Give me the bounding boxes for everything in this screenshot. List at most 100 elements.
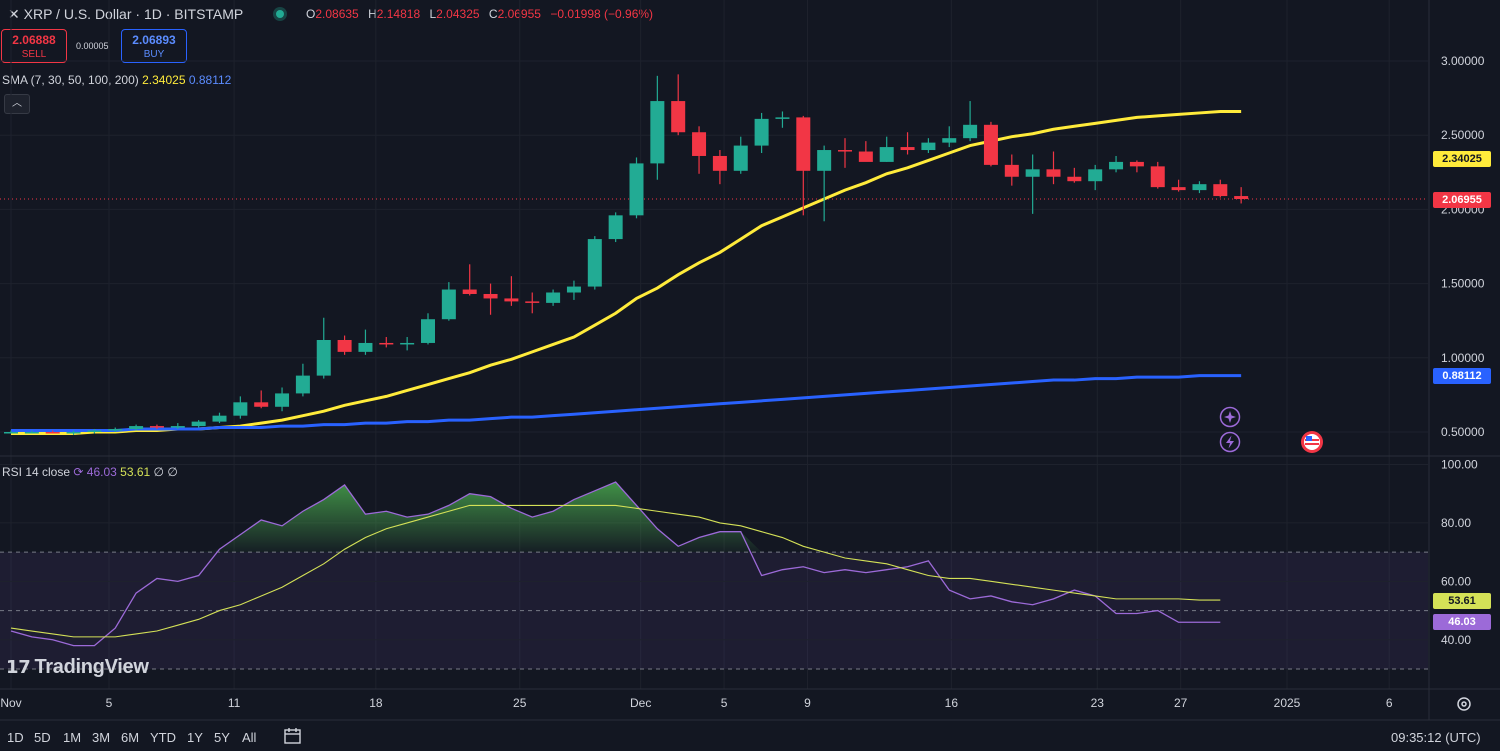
candle-body xyxy=(796,117,811,171)
event-marker-2[interactable] xyxy=(1219,431,1241,458)
timeframe-button-1m[interactable]: 1M xyxy=(63,730,82,745)
ohlc-change: −0.01998 (−0.96%) xyxy=(550,7,654,21)
candle-body xyxy=(275,393,290,407)
ohlc-low-key: L xyxy=(429,7,437,21)
candle-body xyxy=(483,293,498,299)
time-tick-label: 27 xyxy=(1174,696,1188,710)
candle-body xyxy=(108,429,123,431)
ohlc-close-key: C xyxy=(488,7,498,21)
candle-body xyxy=(1192,184,1207,191)
timeframe-button-ytd[interactable]: YTD xyxy=(150,730,176,745)
rsi-legend[interactable]: RSI 14 close ⟳ 46.03 53.61 ∅ ∅ xyxy=(2,465,178,479)
refresh-icon: ⟳ xyxy=(73,465,84,479)
candle-body xyxy=(1067,176,1082,182)
sma-legend[interactable]: SMA (7, 30, 50, 100, 200) 2.34025 0.8811… xyxy=(2,73,231,87)
sell-button[interactable]: 2.06888 SELL xyxy=(1,29,67,63)
last-price-tag: 2.06955 xyxy=(1433,192,1491,208)
candle-body xyxy=(462,289,477,294)
candle-body xyxy=(754,118,769,146)
candle-body xyxy=(441,289,456,320)
ohlc-readout: O2.08635 H2.14818 L2.04325 C2.06955 −0.0… xyxy=(306,7,659,21)
price-tick-label: 3.00000 xyxy=(1441,54,1485,68)
symbol-header[interactable]: ✕ XRP / U.S. Dollar · 1D · BITSTAMP xyxy=(8,6,243,23)
rsi-tick-label: 60.00 xyxy=(1441,574,1471,588)
candle-body xyxy=(400,342,415,345)
rsi-legend-extra: ∅ ∅ xyxy=(153,465,178,479)
close-icon[interactable]: ✕ xyxy=(8,6,20,22)
candle-body xyxy=(1109,161,1124,170)
candle-body xyxy=(1234,196,1249,200)
candle-body xyxy=(1150,166,1165,188)
sma-legend-value-short: 2.34025 xyxy=(142,73,186,87)
price-tick-label: 2.50000 xyxy=(1441,128,1485,142)
time-tick-label: Nov xyxy=(0,696,21,710)
candle-body xyxy=(1213,184,1228,197)
candle-body xyxy=(295,375,310,394)
candle-body xyxy=(212,415,227,422)
candle-body xyxy=(337,339,352,352)
sma-long-line xyxy=(11,374,1242,433)
rsi-ma-line xyxy=(10,504,1221,638)
candle-body xyxy=(733,145,748,171)
candle-body xyxy=(879,147,894,162)
candle-body xyxy=(1046,169,1061,177)
buy-button[interactable]: 2.06893 BUY xyxy=(121,29,187,63)
date-range-button[interactable] xyxy=(283,726,303,751)
rsi-overbought-fill xyxy=(11,482,1221,553)
buy-price: 2.06893 xyxy=(132,33,176,47)
gear-icon xyxy=(1457,697,1471,711)
rsi-legend-value: 46.03 xyxy=(86,465,117,479)
rsi-tick-label: 100.00 xyxy=(1441,458,1478,472)
candle-body xyxy=(900,147,915,151)
economic-event-marker[interactable] xyxy=(1300,430,1324,459)
candle-body xyxy=(525,301,540,303)
price-tick-label: 0.50000 xyxy=(1441,425,1485,439)
sma-long-price-tag: 0.88112 xyxy=(1433,368,1491,384)
calendar-icon xyxy=(284,728,301,744)
timeframe-button-5y[interactable]: 5Y xyxy=(214,730,230,745)
candle-body xyxy=(546,292,561,303)
candle-body xyxy=(858,151,873,162)
candle-body xyxy=(504,298,519,302)
chart-settings-button[interactable] xyxy=(1455,695,1473,718)
price-grid xyxy=(0,0,1428,689)
spark-icon xyxy=(1219,406,1241,428)
time-tick-label: Dec xyxy=(630,696,651,710)
timeframe-button-1y[interactable]: 1Y xyxy=(187,730,203,745)
candle-body xyxy=(191,421,206,427)
time-tick-label: 23 xyxy=(1091,696,1105,710)
candle-body xyxy=(45,432,60,434)
candle-body xyxy=(1088,169,1103,182)
candle-body xyxy=(170,426,185,428)
ohlc-high: 2.14818 xyxy=(376,7,421,21)
candle-body xyxy=(817,150,832,171)
buy-label: BUY xyxy=(143,49,165,60)
time-tick-label: 5 xyxy=(106,696,113,710)
sma-legend-value-long: 0.88112 xyxy=(188,73,232,87)
clock[interactable]: 09:35:12 (UTC) xyxy=(1391,730,1481,745)
candle-body xyxy=(1025,169,1040,177)
axes: 3.000002.500002.000001.500001.000000.500… xyxy=(0,0,1500,721)
timeframe-button-3m[interactable]: 3M xyxy=(92,730,111,745)
rsi-tick-label: 80.00 xyxy=(1441,516,1471,530)
timeframe-button-5d[interactable]: 5D xyxy=(34,730,51,745)
timeframe-button-all[interactable]: All xyxy=(242,730,257,745)
sma-legend-name: SMA (7, 30, 50, 100, 200) xyxy=(2,73,139,87)
timeframe-button-6m[interactable]: 6M xyxy=(121,730,140,745)
candle-body xyxy=(921,142,936,151)
tradingview-logo: 𝟭𝟳 TradingView xyxy=(6,656,149,679)
candle-body xyxy=(587,239,602,287)
candle-body xyxy=(379,342,394,345)
event-marker-1[interactable] xyxy=(1219,406,1241,433)
rsi-lines xyxy=(10,481,1221,647)
rsi-value-tag: 46.03 xyxy=(1433,614,1491,630)
tradingview-mark-icon: 𝟭𝟳 xyxy=(6,657,31,677)
chevron-up-icon: ︿ xyxy=(12,98,22,109)
candle-body xyxy=(650,101,665,164)
time-tick-label: 25 xyxy=(513,696,527,710)
timeframe-button-1d[interactable]: 1D xyxy=(7,730,24,745)
sma-lines xyxy=(0,109,1428,435)
ohlc-high-key: H xyxy=(368,7,377,21)
time-tick-label: 16 xyxy=(945,696,959,710)
